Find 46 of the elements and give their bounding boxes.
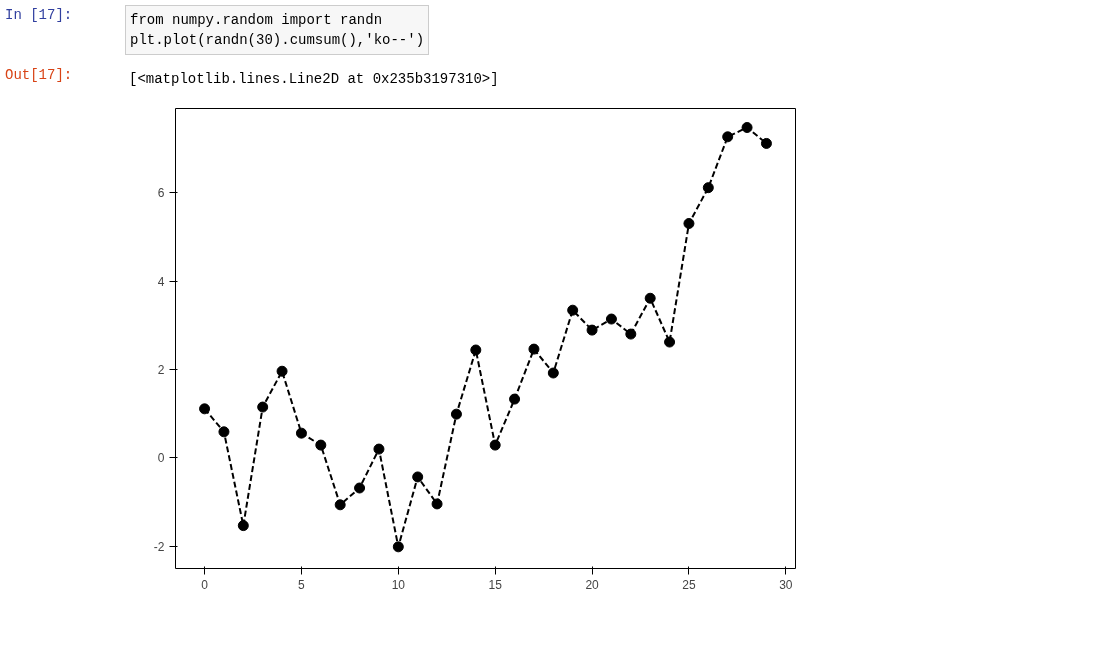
point	[218, 426, 230, 438]
point	[528, 343, 540, 355]
point	[722, 131, 734, 143]
point	[489, 439, 501, 451]
point	[315, 439, 327, 451]
x-tick-label: 0	[201, 577, 209, 592]
point	[702, 182, 714, 194]
point	[644, 292, 656, 304]
text: Out[17]:	[5, 66, 73, 85]
point	[547, 367, 559, 379]
point	[237, 520, 249, 532]
point	[199, 403, 211, 415]
point	[470, 344, 482, 356]
x-tick-label: 25	[682, 577, 696, 592]
point	[586, 324, 598, 336]
point	[450, 408, 462, 420]
y-tick-label: 4	[157, 274, 165, 289]
point	[373, 443, 385, 455]
point	[257, 401, 269, 413]
x-tick-label: 15	[488, 577, 503, 592]
text: [<matplotlib.lines.Line2D at 0x235b3197310>]	[128, 70, 500, 89]
y-tick-label: -2	[153, 539, 165, 554]
point	[567, 304, 579, 316]
y-tick-label: 0	[157, 451, 165, 466]
point	[431, 498, 443, 510]
point	[392, 541, 404, 553]
point	[412, 471, 424, 483]
text: In [17]:	[5, 6, 73, 25]
y-tick-label: 6	[157, 186, 165, 201]
point	[625, 328, 637, 340]
point	[605, 313, 617, 325]
point	[741, 122, 753, 134]
x-tick-label: 10	[391, 577, 406, 592]
point	[295, 427, 307, 439]
y-tick-label: 2	[157, 362, 165, 377]
point	[509, 393, 521, 405]
x-tick-label: 20	[585, 577, 600, 592]
x-tick-label: 30	[779, 577, 793, 592]
point	[276, 365, 288, 377]
text: from numpy.random import randn plt.plot(randn(30).cumsum(),'ko--')	[125, 5, 430, 55]
point	[760, 137, 772, 149]
x-tick-label: 5	[298, 577, 306, 592]
point	[334, 499, 346, 511]
point	[354, 482, 366, 494]
point	[683, 218, 695, 229]
point	[664, 336, 676, 348]
